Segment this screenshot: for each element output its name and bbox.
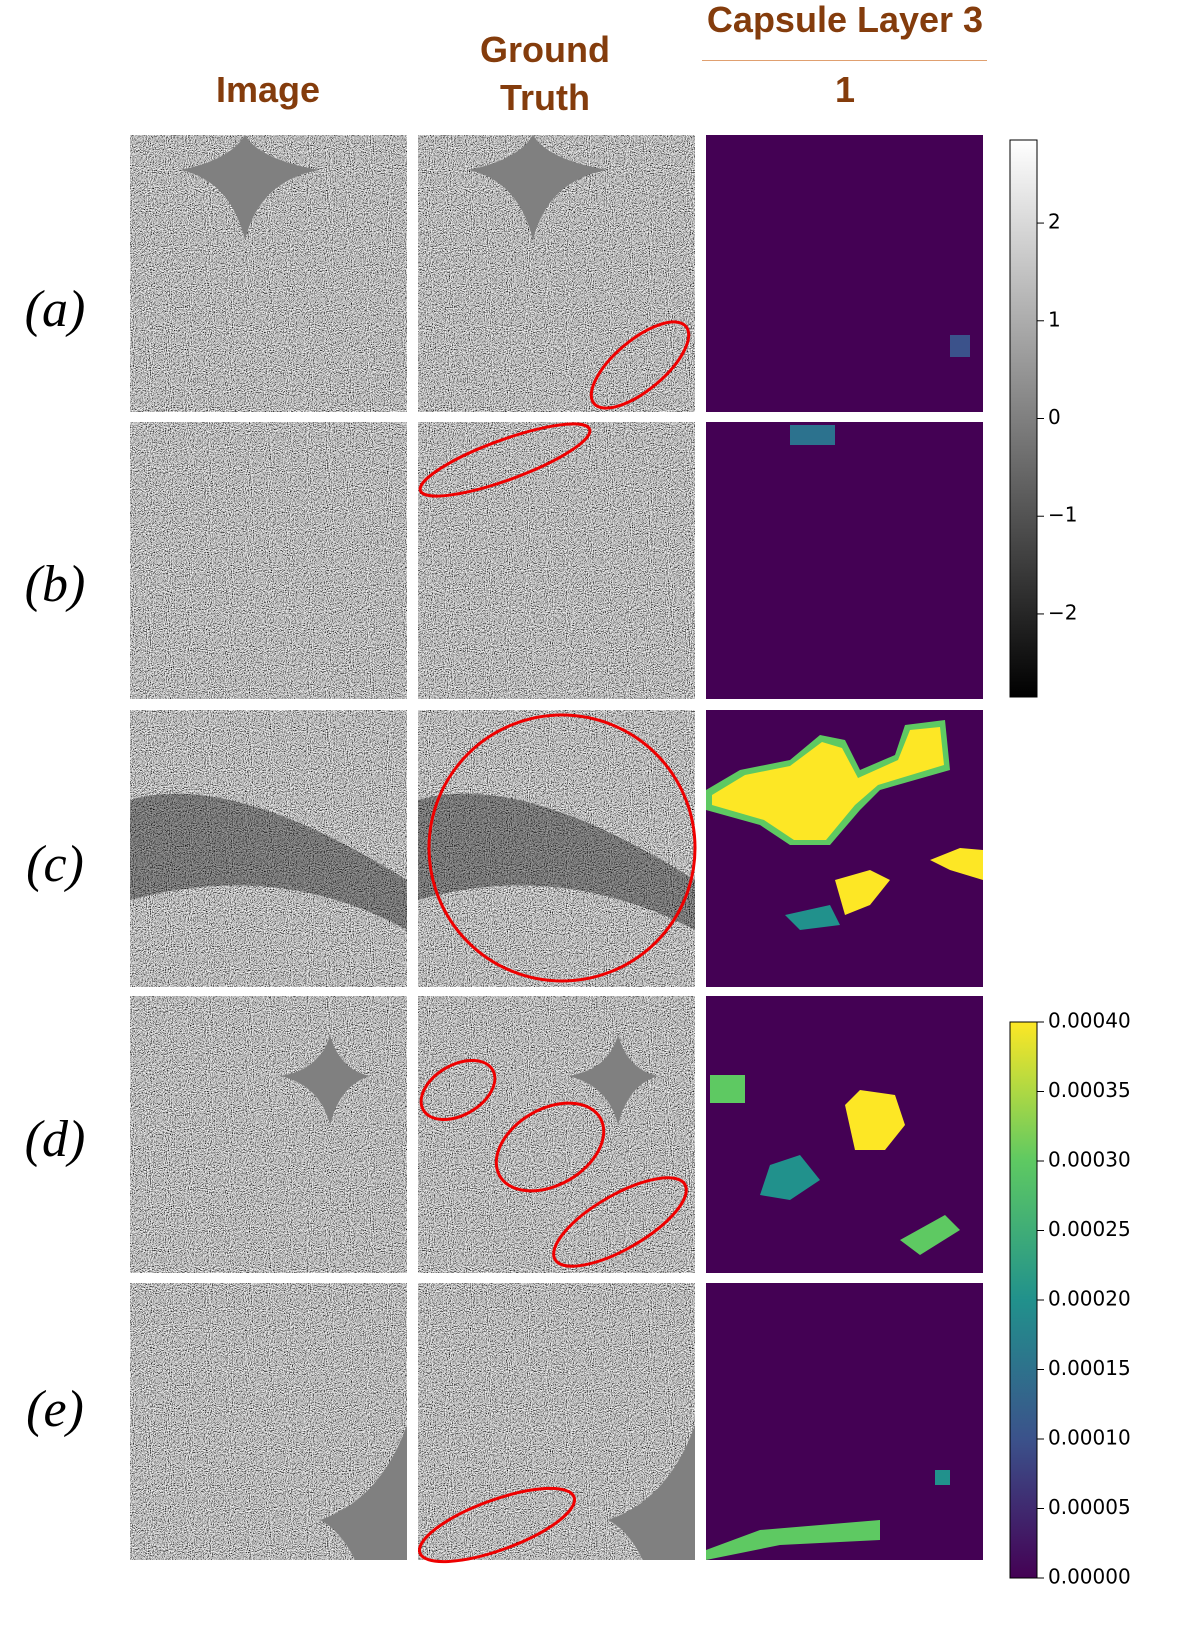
row-label: (e) — [26, 1381, 84, 1438]
colorbar — [1009, 1021, 1038, 1579]
row-label: (d) — [24, 1111, 86, 1168]
tick-label: 0.00035 — [1048, 1078, 1131, 1102]
colorbar — [1009, 139, 1038, 698]
column-header: 1 — [834, 69, 856, 110]
tick-label: −2 — [1048, 600, 1077, 624]
tick-label: 0.00005 — [1048, 1495, 1131, 1519]
annotations — [417, 320, 697, 1564]
tick-label: 1 — [1048, 307, 1061, 331]
tick-label: 0.00020 — [1048, 1287, 1131, 1311]
row-label: (a) — [24, 281, 86, 338]
header-rule — [702, 60, 987, 61]
column-header: Capsule Layer 3 — [706, 0, 984, 40]
tick-label: 0.00010 — [1048, 1426, 1131, 1450]
noise-images — [130, 135, 695, 1560]
column-header: Ground Truth — [480, 29, 610, 118]
tick-label: 0.00000 — [1048, 1565, 1131, 1589]
column-header: Image — [215, 69, 321, 110]
tick-label: 0 — [1048, 405, 1061, 429]
tick-label: 0.00015 — [1048, 1356, 1131, 1380]
tick-label: −1 — [1048, 503, 1077, 527]
tick-label: 0.00030 — [1048, 1148, 1131, 1172]
tick-label: 0.00025 — [1048, 1217, 1131, 1241]
tick-label: 0.00040 — [1048, 1009, 1131, 1033]
row-label: (c) — [26, 836, 84, 893]
heatmaps — [706, 135, 983, 1560]
tick-label: 2 — [1048, 210, 1061, 234]
row-label: (b) — [24, 556, 86, 613]
